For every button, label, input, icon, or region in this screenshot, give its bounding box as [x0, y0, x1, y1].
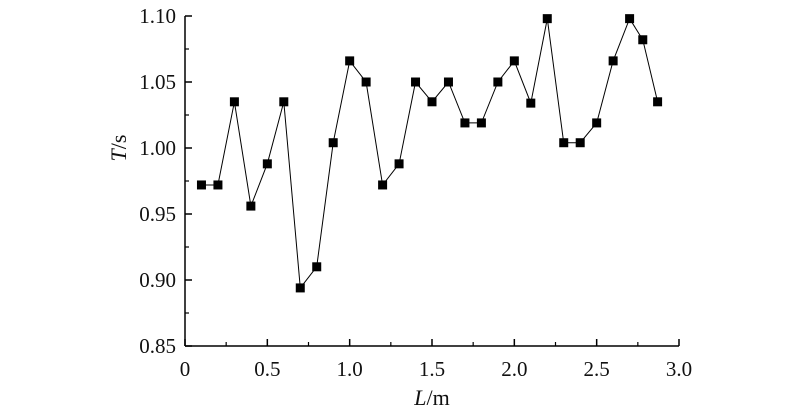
series-markers	[196, 14, 663, 293]
y-tick-label: 1.10	[139, 4, 176, 28]
y-axis-unit: /s	[106, 135, 131, 150]
data-point-marker	[279, 97, 289, 107]
series-line	[201, 17, 659, 290]
data-point-marker	[509, 56, 519, 66]
x-tick-label: 2.5	[584, 357, 610, 381]
series-polyline	[201, 17, 659, 290]
y-tick-label: 1.05	[139, 70, 176, 94]
x-ticks: 0 0.5 1.0 1.5 2.0 2.5 3.0	[180, 339, 692, 381]
x-tick-label: 3.0	[666, 357, 692, 381]
y-axis-variable: T	[106, 147, 131, 161]
data-point-marker	[196, 180, 206, 190]
data-point-marker	[526, 98, 536, 108]
data-point-marker	[608, 56, 618, 66]
data-point-marker	[213, 180, 223, 190]
data-point-marker	[328, 138, 338, 148]
data-point-marker	[378, 180, 388, 190]
data-point-marker	[653, 97, 663, 107]
x-tick-label: 0.5	[254, 357, 280, 381]
data-point-marker	[361, 77, 371, 87]
data-point-marker	[542, 14, 552, 24]
x-tick-label: 1.5	[419, 357, 445, 381]
data-point-marker	[246, 201, 256, 211]
data-point-marker	[427, 97, 437, 107]
y-tick-label: 0.85	[139, 334, 176, 358]
data-point-marker	[443, 77, 453, 87]
data-point-marker	[559, 138, 569, 148]
y-tick-label: 1.00	[139, 136, 176, 160]
x-axis-title: L/m	[413, 385, 449, 410]
data-point-marker	[345, 56, 355, 66]
data-point-marker	[262, 159, 272, 169]
y-tick-label: 0.90	[139, 268, 176, 292]
data-point-marker	[476, 118, 486, 128]
y-tick-label: 0.95	[139, 202, 176, 226]
x-axis-variable: L	[413, 385, 426, 410]
data-point-marker	[295, 283, 305, 293]
data-point-marker	[625, 14, 635, 24]
data-point-marker	[394, 159, 404, 169]
data-point-marker	[575, 138, 585, 148]
data-point-marker	[493, 77, 503, 87]
data-point-marker	[312, 262, 322, 272]
data-point-marker	[592, 118, 602, 128]
data-point-marker	[229, 97, 239, 107]
x-axis-unit: /m	[427, 385, 450, 410]
y-ticks: 0.85 0.90 0.95 1.00 1.05 1.10	[139, 4, 192, 358]
axes	[184, 16, 679, 347]
x-tick-label: 0	[180, 357, 191, 381]
data-point-marker	[411, 77, 421, 87]
data-point-marker	[460, 118, 470, 128]
y-axis-title: T/s	[106, 135, 131, 162]
x-tick-label: 1.0	[337, 357, 363, 381]
data-point-marker	[638, 35, 648, 45]
x-tick-label: 2.0	[501, 357, 527, 381]
